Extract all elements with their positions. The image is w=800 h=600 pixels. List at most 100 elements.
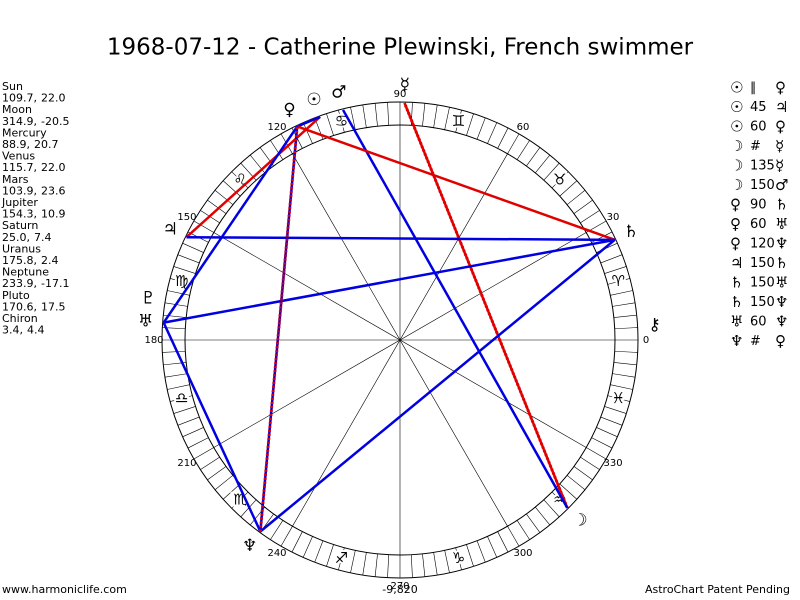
ring-tick xyxy=(535,506,551,526)
aspect-symbol: 60 xyxy=(750,217,767,232)
ring-tick xyxy=(559,180,578,197)
ring-tick xyxy=(193,447,214,460)
planet-glyph: ☉ xyxy=(306,90,321,110)
bottom-value: -9,820 xyxy=(382,583,417,596)
ring-tick xyxy=(222,180,241,197)
aspect-line xyxy=(259,126,299,532)
planet-name: Saturn xyxy=(2,219,38,232)
planet-longitude: 103.9, xyxy=(2,184,37,197)
ring-tick xyxy=(162,350,186,353)
aspect-symbol: 150 xyxy=(750,178,775,193)
planet-glyph: ⚷ xyxy=(648,315,660,335)
aspect-planet-b: ♀ xyxy=(775,79,786,97)
ring-tick xyxy=(455,110,462,133)
ring-tick xyxy=(604,406,627,414)
ring-tick xyxy=(207,466,227,481)
aspect-line xyxy=(341,109,569,509)
aspect-planet-b: ♅ xyxy=(775,274,788,292)
planet-declination: 22.0 xyxy=(41,161,66,174)
aspect-planet-b: ♂ xyxy=(775,176,788,194)
ring-tick xyxy=(497,531,509,553)
aspect-symbol: 45 xyxy=(750,100,767,115)
aspect-symbol: 60 xyxy=(750,315,767,330)
ring-tick xyxy=(543,499,560,518)
ring-tick xyxy=(526,513,541,533)
degree-label: 90 xyxy=(394,89,407,100)
ring-tick xyxy=(173,406,196,414)
aspect-line xyxy=(162,322,262,533)
aspect-planet-a: ♄ xyxy=(730,293,743,311)
ring-tick xyxy=(231,491,249,509)
ring-tick xyxy=(270,140,284,160)
aspect-symbol: 120 xyxy=(750,237,775,252)
ring-tick xyxy=(614,327,638,330)
planet-longitude: 3.4, xyxy=(2,324,23,337)
planet-name: Neptune xyxy=(2,266,49,279)
aspect-planet-b: ☿ xyxy=(775,137,784,155)
planet-glyph: ♆ xyxy=(242,536,257,556)
sign-glyph: ♑ xyxy=(452,549,465,567)
ring-tick xyxy=(182,427,204,438)
aspect-symbol: 150 xyxy=(750,295,775,310)
ring-tick xyxy=(200,456,220,470)
planet-longitude: 25.0, xyxy=(2,231,30,244)
aspect-planet-b: ♆ xyxy=(775,293,788,311)
ring-tick xyxy=(580,210,600,224)
ring-tick xyxy=(551,171,569,189)
aspect-planet-a: ♄ xyxy=(730,274,743,292)
ring-tick xyxy=(280,526,293,547)
planet-declination: 22.0 xyxy=(41,92,66,105)
ring-tick xyxy=(362,104,367,128)
ring-tick xyxy=(607,278,630,285)
planet-declination: 23.6 xyxy=(41,184,66,197)
aspect-symbol: # xyxy=(750,139,761,154)
ring-tick xyxy=(182,242,204,253)
ring-tick xyxy=(614,350,638,353)
ring-tick xyxy=(507,526,520,547)
planet-longitude: 154.3, xyxy=(2,208,37,221)
degree-label: 120 xyxy=(267,122,286,133)
ring-tick xyxy=(600,254,623,264)
ring-tick xyxy=(270,520,284,540)
ring-tick xyxy=(167,384,190,390)
ring-tick xyxy=(350,550,356,573)
aspect-planet-a: ☽ xyxy=(730,176,743,194)
aspect-planet-a: ☉ xyxy=(730,118,743,136)
aspect-planet-b: ♀ xyxy=(775,332,786,350)
aspect-planet-a: ☉ xyxy=(730,98,743,116)
ring-tick xyxy=(476,540,486,563)
ring-tick xyxy=(596,427,618,438)
ring-tick xyxy=(314,540,324,563)
ring-tick xyxy=(526,147,541,167)
aspect-planet-a: ☽ xyxy=(730,157,743,175)
ring-tick xyxy=(170,278,193,285)
ring-tick xyxy=(214,189,234,205)
degree-label: 60 xyxy=(517,122,530,133)
ring-tick xyxy=(374,103,378,127)
sign-glyph: ♈ xyxy=(612,272,625,290)
ring-tick xyxy=(173,266,196,274)
aspect-line xyxy=(186,235,615,242)
aspect-planet-a: ♀ xyxy=(730,235,741,253)
ring-tick xyxy=(214,475,234,491)
aspect-planet-b: ♆ xyxy=(775,313,788,331)
planet-name: Pluto xyxy=(2,289,30,302)
aspect-line xyxy=(403,102,569,509)
title: 1968-07-12 - Catherine Plewinski, French… xyxy=(107,35,694,61)
ring-tick xyxy=(387,554,390,578)
aspect-planet-b: ♄ xyxy=(775,196,788,214)
ring-tick xyxy=(466,544,474,567)
aspect-line xyxy=(185,115,321,239)
aspect-planet-b: ♆ xyxy=(775,235,788,253)
planet-declination: 4.4 xyxy=(27,324,45,337)
ring-tick xyxy=(507,133,520,154)
degree-label: 150 xyxy=(177,212,196,223)
ring-tick xyxy=(487,122,498,144)
aspect-symbol: 150 xyxy=(750,256,775,271)
ring-tick xyxy=(422,553,426,577)
ring-tick xyxy=(410,554,413,578)
ring-tick xyxy=(350,107,356,130)
ring-tick xyxy=(566,475,586,491)
ring-tick xyxy=(193,220,214,233)
